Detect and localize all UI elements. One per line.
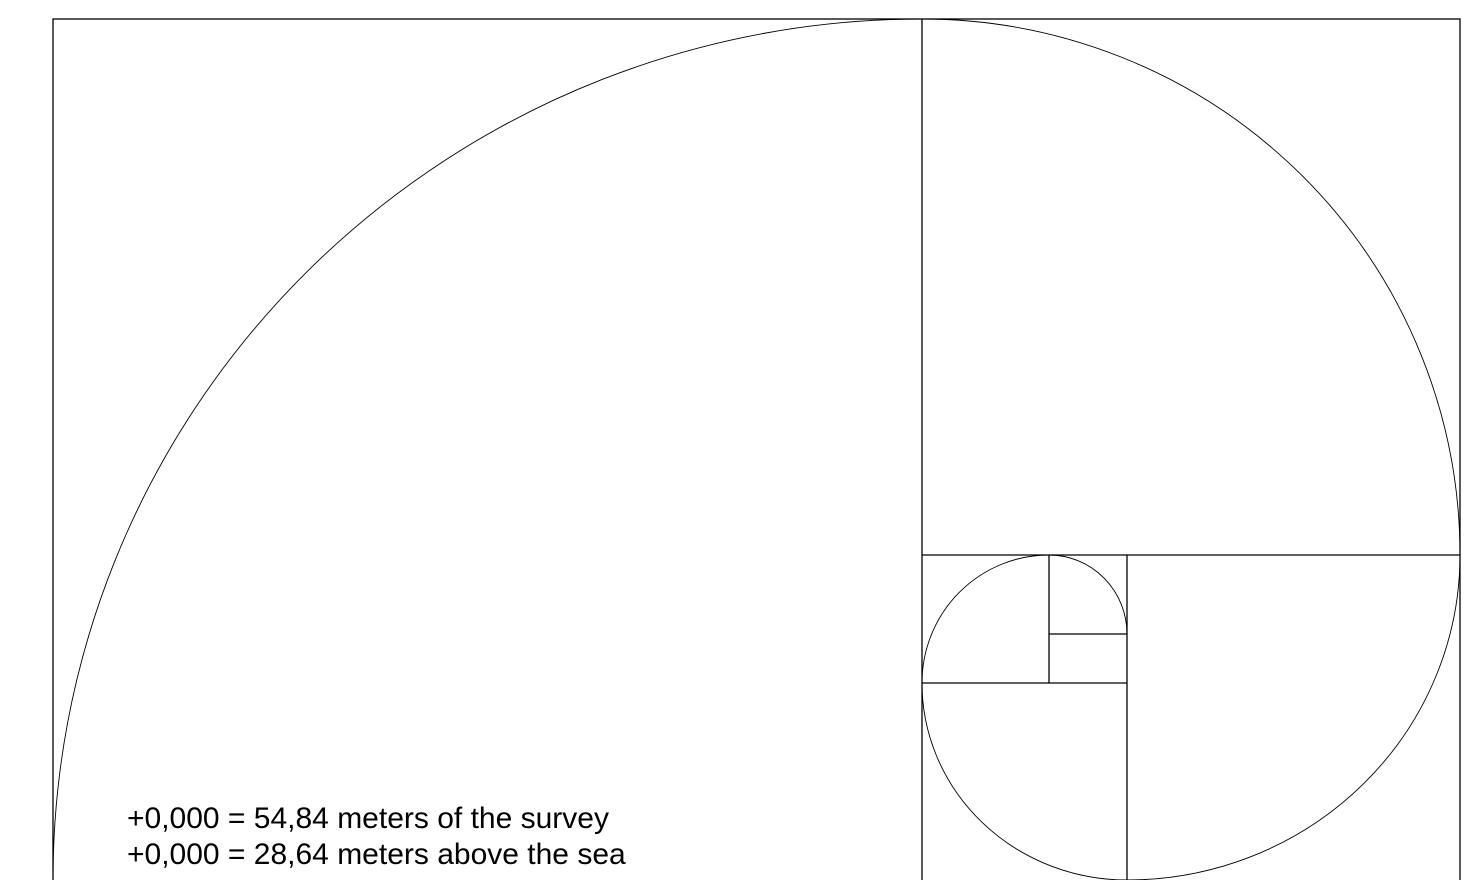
square-grid — [53, 19, 1460, 880]
survey-note-line-1: +0,000 = 54,84 meters of the survey — [127, 801, 626, 837]
spiral-arc-lower-right — [1127, 555, 1460, 880]
survey-notes: +0,000 = 54,84 meters of the survey +0,0… — [127, 801, 626, 873]
survey-note-line-2: +0,000 = 28,64 meters above the sea — [127, 837, 626, 873]
spiral-arc-large — [53, 19, 922, 880]
spiral-arc-upper-right — [922, 19, 1460, 555]
spiral — [53, 19, 1460, 880]
spiral-arc-top-small — [1049, 555, 1127, 634]
outer-frame — [53, 19, 1460, 880]
spiral-arc-bottom — [922, 683, 1127, 880]
spiral-arc-left-small — [922, 555, 1049, 683]
